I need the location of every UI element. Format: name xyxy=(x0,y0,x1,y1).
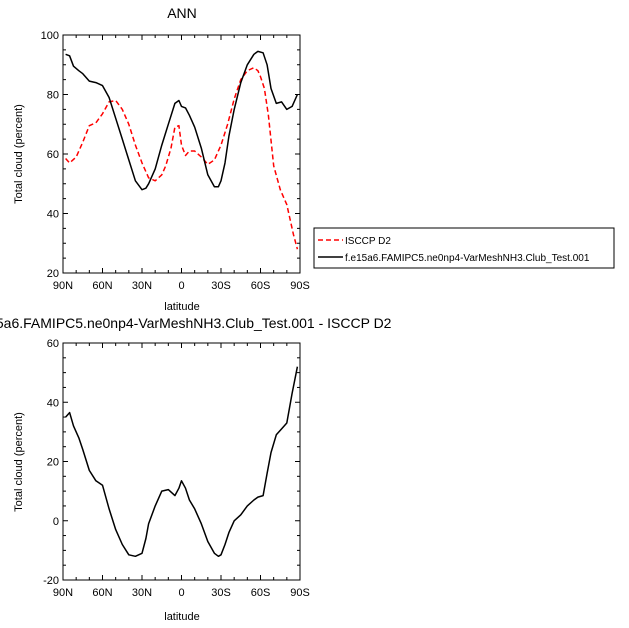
top-chart-xtick-label: 30S xyxy=(211,280,231,292)
bottom-chart-xtick-label: 30S xyxy=(211,587,231,599)
bottom-chart-ylabel: Total cloud (percent) xyxy=(13,412,25,512)
bottom-chart-plot: 90N 60N 30N 0 30S 60S 90S -20 0 20 40 60 xyxy=(43,338,310,599)
top-chart-xtick-label: 90N xyxy=(53,280,73,292)
top-chart-series-0 xyxy=(65,66,299,250)
bottom-chart-xlabel: latitude xyxy=(164,611,199,623)
top-chart-title: ANN xyxy=(167,5,197,21)
top-chart-ytick-label: 60 xyxy=(47,149,59,161)
top-chart-ytick-label: 100 xyxy=(41,30,59,42)
bottom-chart-xtick-label: 60N xyxy=(92,587,112,599)
legend-label-isccp: ISCCP D2 xyxy=(345,236,391,247)
top-chart-xtick-label: 30N xyxy=(132,280,152,292)
bottom-chart-xtick-label: 30N xyxy=(132,587,152,599)
top-chart-xtick-label: 60S xyxy=(251,280,271,292)
top-chart-xtick-label: 90S xyxy=(290,280,310,292)
top-chart-plot: 90N 60N 30N 0 30S 60S 90S 20 40 60 80 100 xyxy=(41,30,310,292)
bottom-chart-ytick-label: 60 xyxy=(47,338,59,350)
bottom-chart-series-0 xyxy=(65,366,299,558)
legend-label-model: f.e15a6.FAMIPC5.ne0np4-VarMeshNH3.Club_T… xyxy=(345,253,590,264)
top-chart-ytick-label: 20 xyxy=(47,268,59,280)
bottom-chart-ytick-label: -20 xyxy=(43,575,59,587)
bottom-chart-xtick-label: 0 xyxy=(178,587,184,599)
bottom-chart-xtick-label: 60S xyxy=(251,587,271,599)
bottom-chart-frame xyxy=(62,342,301,581)
bottom-chart-ytick-label: 0 xyxy=(53,516,59,528)
bottom-chart-title: f.e15a6.FAMIPC5.ne0np4-VarMeshNH3.Club_T… xyxy=(0,315,392,331)
top-chart-xtick-label: 60N xyxy=(92,280,112,292)
bottom-chart-ytick-label: 40 xyxy=(47,397,59,409)
bottom-chart-xtick-label: 90S xyxy=(290,587,310,599)
bottom-chart-ytick-label: 20 xyxy=(47,457,59,469)
bottom-chart-xtick-label: 90N xyxy=(53,587,73,599)
top-chart-series-1 xyxy=(65,50,299,191)
top-chart-frame xyxy=(62,34,301,274)
legend-box xyxy=(313,227,615,269)
top-chart-ylabel: Total cloud (percent) xyxy=(13,104,25,204)
top-chart-ytick-label: 80 xyxy=(47,90,59,102)
top-chart-xlabel: latitude xyxy=(164,301,199,313)
top-chart-ytick-label: 40 xyxy=(47,209,59,221)
legend: ISCCP D2 f.e15a6.FAMIPC5.ne0np4-VarMeshN… xyxy=(313,227,615,269)
top-chart-xtick-label: 0 xyxy=(178,280,184,292)
